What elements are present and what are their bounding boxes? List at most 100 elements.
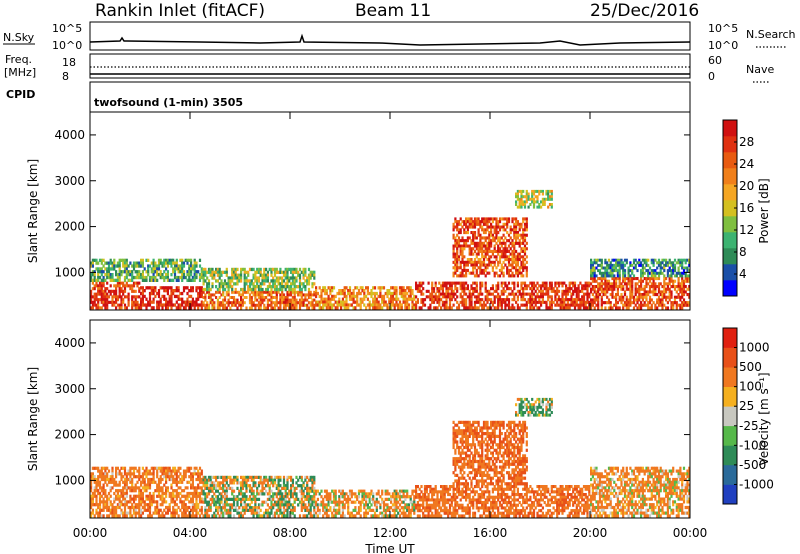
velocity-cell bbox=[306, 514, 309, 518]
power-cell bbox=[90, 289, 93, 293]
velocity-cell bbox=[250, 497, 253, 501]
power-cell bbox=[593, 287, 596, 291]
power-cell bbox=[657, 274, 661, 278]
power-cell bbox=[491, 239, 494, 243]
power-cell bbox=[300, 303, 303, 307]
power-cell bbox=[657, 277, 661, 281]
power-cell bbox=[272, 290, 275, 294]
power-cell bbox=[156, 300, 159, 304]
velocity-cell bbox=[147, 472, 150, 476]
power-cell bbox=[666, 274, 669, 278]
power-cell bbox=[681, 279, 684, 283]
power-cell bbox=[261, 282, 264, 286]
power-cell bbox=[561, 298, 564, 302]
velocity-cell bbox=[198, 500, 202, 504]
power-cell bbox=[286, 285, 289, 289]
power-cell bbox=[454, 281, 457, 285]
power-cell bbox=[168, 286, 171, 290]
velocity-cell bbox=[140, 483, 143, 487]
power-cell bbox=[173, 264, 177, 268]
power-cell bbox=[665, 298, 668, 302]
power-cell bbox=[645, 303, 648, 307]
power-cell bbox=[123, 289, 127, 293]
velocity-cell bbox=[202, 489, 205, 493]
power-cell bbox=[111, 278, 114, 282]
power-cell bbox=[456, 295, 459, 299]
power-cell bbox=[665, 287, 668, 291]
velocity-cell bbox=[175, 472, 178, 476]
power-cell bbox=[127, 264, 130, 268]
velocity-cell bbox=[206, 514, 209, 518]
power-cell bbox=[418, 284, 421, 288]
power-cell bbox=[156, 264, 159, 268]
power-cell bbox=[286, 282, 289, 286]
power-cell bbox=[90, 292, 93, 296]
velocity-cell bbox=[218, 481, 221, 485]
velocity-cell bbox=[145, 489, 148, 493]
power-cell bbox=[475, 244, 478, 248]
power-cell bbox=[502, 300, 505, 304]
power-cell bbox=[161, 264, 164, 268]
power-cell bbox=[136, 270, 139, 274]
power-cell bbox=[97, 300, 100, 304]
power-cell bbox=[102, 295, 105, 299]
power-cell bbox=[648, 306, 652, 310]
power-cell bbox=[634, 287, 637, 291]
power-cell bbox=[265, 290, 268, 294]
power-cell bbox=[322, 306, 325, 310]
velocity-cell bbox=[193, 489, 196, 493]
power-cell bbox=[504, 306, 507, 310]
velocity-cell bbox=[195, 491, 198, 496]
velocity-cell bbox=[182, 472, 186, 476]
velocity-cell bbox=[166, 511, 169, 515]
power-cell bbox=[568, 289, 571, 293]
power-cell bbox=[431, 298, 434, 302]
velocity-cell bbox=[184, 503, 187, 507]
power-cell bbox=[279, 276, 282, 280]
power-cell bbox=[597, 277, 600, 281]
power-cell bbox=[654, 290, 657, 294]
power-cell bbox=[325, 291, 328, 296]
velocity-cell bbox=[102, 514, 105, 518]
power-cell bbox=[325, 306, 328, 310]
power-cell bbox=[515, 222, 518, 226]
velocity-cell bbox=[297, 503, 300, 507]
velocity-cell bbox=[170, 483, 173, 487]
velocity-cell bbox=[172, 466, 175, 470]
power-cell bbox=[266, 270, 269, 274]
power-cell bbox=[388, 297, 391, 301]
power-cell bbox=[456, 306, 459, 310]
power-cell bbox=[141, 289, 144, 293]
power-cell bbox=[527, 292, 530, 296]
power-cell bbox=[293, 279, 296, 283]
power-cell bbox=[541, 281, 544, 285]
power-cell bbox=[520, 222, 523, 226]
velocity-cell bbox=[231, 497, 234, 501]
velocity-cell bbox=[291, 492, 294, 496]
power-cell bbox=[498, 241, 502, 245]
power-cell bbox=[557, 298, 561, 302]
velocity-cell bbox=[234, 497, 237, 501]
power-cell bbox=[679, 261, 682, 265]
velocity-cell bbox=[307, 492, 311, 496]
power-cell bbox=[241, 293, 244, 297]
power-cell bbox=[529, 298, 532, 302]
power-cell bbox=[532, 298, 536, 302]
power-cell bbox=[284, 267, 287, 272]
power-cell bbox=[525, 268, 528, 272]
velocity-cell bbox=[300, 475, 303, 479]
power-cell bbox=[643, 258, 646, 262]
power-cell bbox=[452, 252, 455, 256]
velocity-cell bbox=[286, 511, 289, 515]
power-cell bbox=[509, 228, 512, 232]
power-cell bbox=[593, 301, 596, 305]
velocity-cell bbox=[270, 497, 273, 501]
power-cell bbox=[638, 303, 641, 307]
power-cell bbox=[500, 266, 503, 270]
power-cell bbox=[606, 285, 609, 289]
cpid-label: CPID bbox=[6, 88, 35, 101]
velocity-cell bbox=[125, 480, 128, 484]
power-cell bbox=[468, 244, 471, 248]
velocity-cell bbox=[125, 500, 128, 504]
power-cell bbox=[481, 298, 484, 302]
